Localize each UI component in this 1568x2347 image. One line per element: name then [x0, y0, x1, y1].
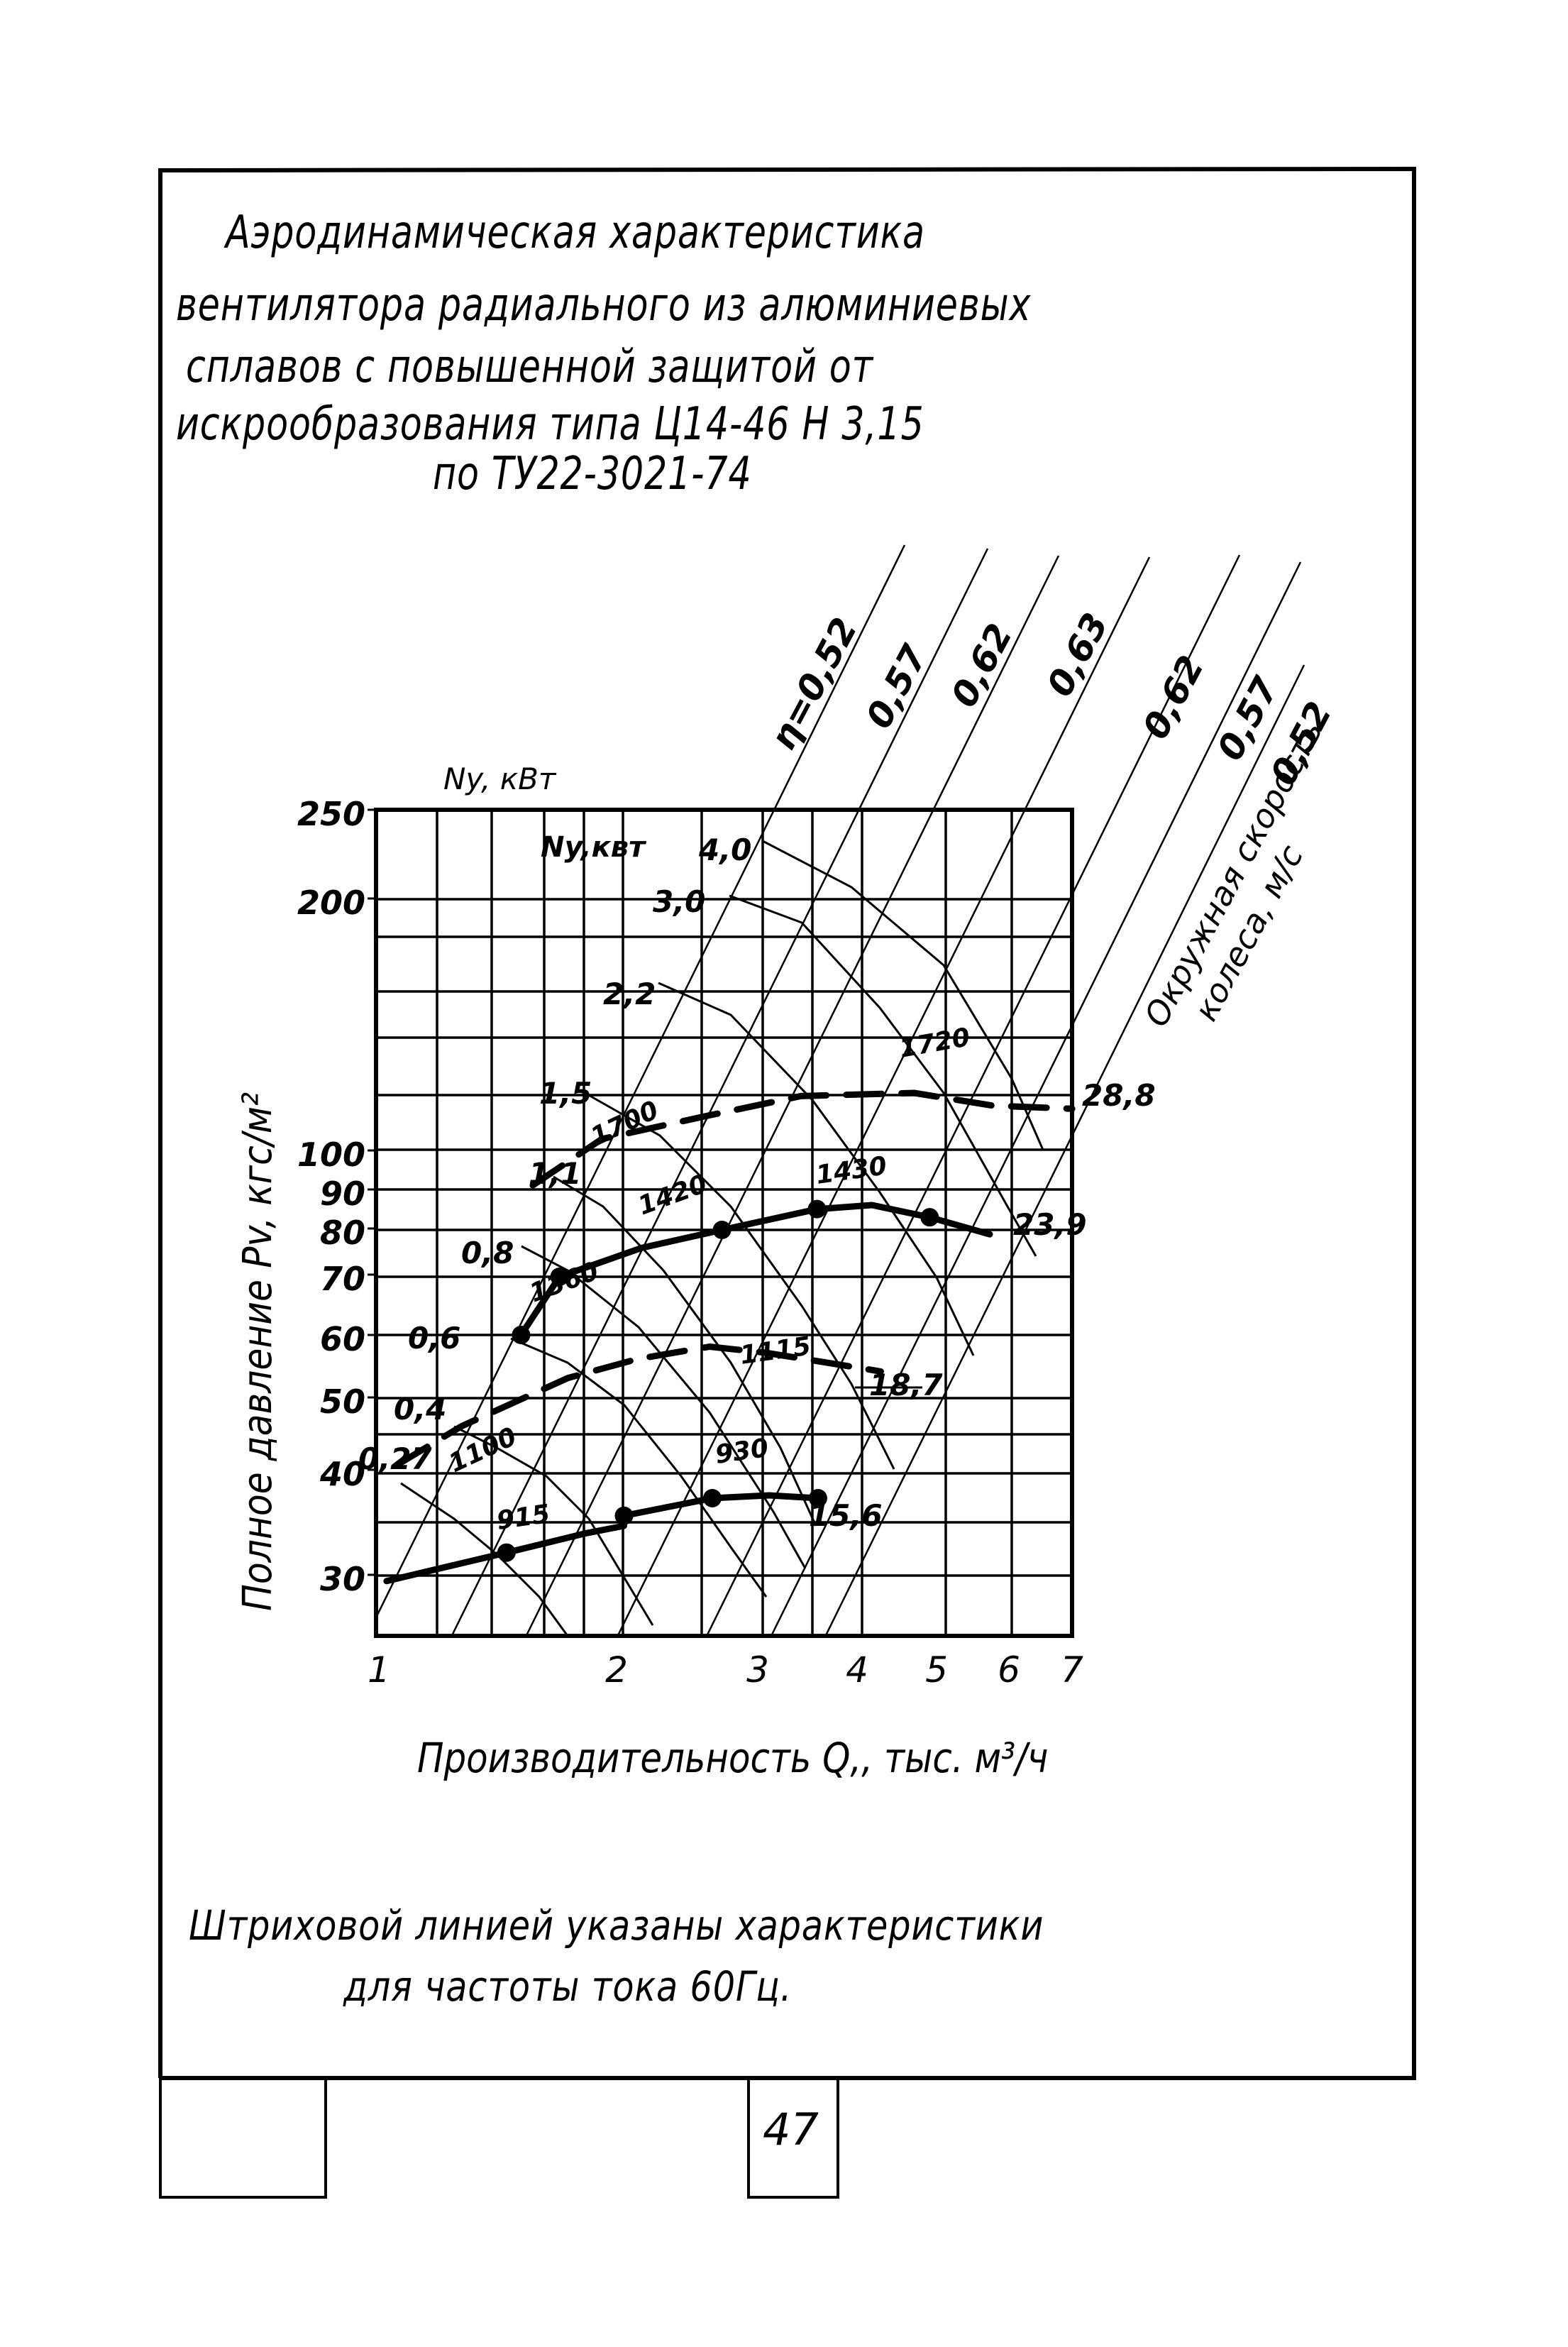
tip-speed-value: 18,7 [869, 1368, 943, 1402]
y-tick-label: 30 [320, 1560, 365, 1598]
series-label: 1360 [526, 1257, 602, 1309]
efficiency-label: 0,62 [943, 617, 1020, 713]
power-label: 0,6 [408, 1321, 460, 1356]
page-number: 47 [763, 2104, 819, 2155]
title-line-5: по ТУ22-3021-74 [433, 448, 752, 500]
x-tick-label: 6 [998, 1649, 1020, 1691]
power-label: 3,0 [653, 884, 705, 919]
power-label: 1,5 [539, 1076, 592, 1111]
series-label: 1700 [586, 1096, 663, 1153]
title-line-1: Аэродинамическая характеристика [226, 207, 925, 259]
pressure-curve [517, 1202, 993, 1339]
pressure-curve [529, 1089, 1076, 1189]
efficiency-label: 0,62 [1134, 649, 1212, 745]
power-curve [553, 1175, 817, 1527]
data-point-marker [550, 1268, 569, 1286]
series-label: 1115 [739, 1331, 813, 1370]
power-curve [521, 1245, 807, 1569]
series-label: 1430 [815, 1151, 889, 1190]
y-tick-label: 70 [320, 1260, 365, 1298]
power-label: 0,27 [358, 1441, 432, 1476]
y-tick-label: 50 [320, 1383, 365, 1421]
power-label: 0,8 [461, 1236, 514, 1270]
title-line-3: сплавов с повышенной защитой от [186, 341, 873, 393]
power-curve [510, 1337, 768, 1598]
power-axis-label-inner: Ny,квт [541, 831, 647, 864]
x-tick-label: 2 [605, 1649, 628, 1691]
pressure-curve [393, 1343, 884, 1468]
data-point-marker [808, 1488, 827, 1507]
y-tick-label: 100 [297, 1136, 365, 1174]
efficiency-label: 0,63 [1039, 606, 1116, 703]
page-frame [158, 166, 1416, 2199]
efficiency-ray [770, 561, 1302, 1637]
note-line-1: Штриховой линией указаны характеристики [189, 1901, 1044, 1950]
x-tick-label: 7 [1061, 1649, 1083, 1691]
power-curve [658, 982, 975, 1356]
efficiency-ray [375, 544, 906, 1618]
data-point-marker [920, 1208, 939, 1227]
power-curve [762, 840, 1044, 1150]
series-label: 1420 [634, 1170, 711, 1221]
power-axis-label: Ny, кВт [443, 762, 557, 796]
x-tick-label: 1 [368, 1649, 390, 1691]
power-curves [400, 840, 1044, 1637]
y-tick-label: 250 [297, 795, 365, 833]
plot-area-border [374, 808, 1074, 1638]
title-line-2: вентилятора радиального из алюминиевых [176, 279, 1032, 331]
data-point-marker [807, 1199, 827, 1219]
efficiency-ray [617, 556, 1151, 1637]
data-point-marker [702, 1488, 722, 1507]
data-point-marker [512, 1326, 531, 1344]
efficiency-ray [824, 664, 1305, 1637]
pressure-curve [383, 1492, 822, 1585]
data-point-marker [497, 1543, 516, 1562]
pressure-curves [383, 1089, 1076, 1585]
power-label: 4,0 [698, 832, 751, 867]
y-tick-label: 60 [320, 1320, 365, 1358]
power-label: 0,4 [394, 1392, 446, 1427]
efficiency-label: 0,57 [858, 638, 935, 735]
data-point-marker [712, 1221, 731, 1239]
power-label: 1,1 [529, 1156, 581, 1191]
y-tick-label: 80 [320, 1214, 365, 1252]
tip-speed-value: 23,9 [1013, 1207, 1087, 1242]
note-line-2: для частоты тока 60Гц. [343, 1962, 793, 2011]
tip-speed-label: Окружная скорость колеса, м/с [1137, 705, 1371, 1052]
x-tick-label: 4 [846, 1649, 868, 1691]
y-tick-label: 200 [297, 884, 365, 922]
tip-speed-value: 28,8 [1082, 1078, 1156, 1113]
efficiency-ray [451, 548, 989, 1637]
series-label: 1720 [897, 1023, 972, 1064]
x-axis-title: Производительность Q,, тыс. м³/ч [417, 1734, 1048, 1782]
power-label: 2,2 [603, 977, 656, 1011]
efficiency-label: η=0,52 [762, 611, 866, 757]
power-curve [453, 1425, 654, 1626]
data-point-marker [614, 1506, 634, 1525]
power-curve [729, 894, 1037, 1257]
tip-speed-value: 15,6 [809, 1498, 883, 1533]
y-axis-title: Полное давление Pv, кгс/м² [234, 1092, 280, 1611]
x-tick-label: 3 [746, 1649, 769, 1691]
y-tick-label: 90 [320, 1175, 365, 1213]
title-line-4: искрообразования типа Ц14-46 Н 3,15 [176, 398, 924, 451]
x-tick-label: 5 [925, 1649, 948, 1691]
efficiency-ray [706, 554, 1241, 1637]
y-tick-label: 40 [319, 1455, 365, 1493]
